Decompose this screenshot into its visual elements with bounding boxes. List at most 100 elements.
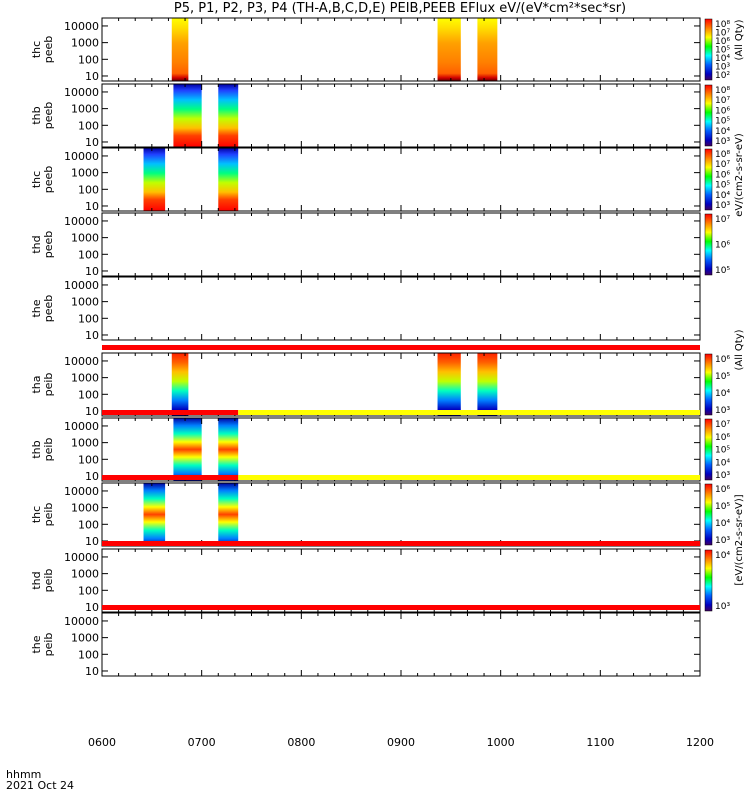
panel-ylabel-1-2: peeb: [42, 36, 55, 64]
y-tick-label-9-4: 10: [85, 601, 99, 614]
y-tick-label-3-4: 10: [85, 200, 99, 213]
x-tick-label-1: 0600: [88, 736, 116, 749]
x-tick-label-6: 1100: [586, 736, 614, 749]
y-tick-label-2-4: 10: [85, 136, 99, 149]
panel-ylabel-10-1: the: [30, 635, 43, 653]
y-tick-label-2-2: 1000: [71, 103, 99, 116]
burst-2-1: [173, 84, 202, 147]
y-tick-label-6-4: 10: [85, 405, 99, 418]
burst-6-2: [437, 353, 461, 416]
colorbar-tick-2-5: 10⁴: [715, 127, 730, 137]
y-tick-label-4-3: 100: [78, 248, 99, 261]
panel-frame-4: [101, 212, 701, 277]
colorbar-tick-3-4: 10⁵: [715, 181, 730, 191]
y-tick-label-3-2: 1000: [71, 167, 99, 180]
colorbar-6: [704, 353, 713, 416]
y-tick-label-3-1: 10000: [64, 150, 99, 163]
flag-bar-7-1: [102, 410, 239, 415]
panel-frame-10: [101, 612, 701, 677]
y-tick-label-5-4: 10: [85, 329, 99, 342]
panel-ylabel-1-1: thc: [30, 41, 43, 58]
y-tick-label-9-2: 1000: [71, 568, 99, 581]
burst-7-2: [218, 418, 239, 481]
y-tick-label-6-1: 10000: [64, 355, 99, 368]
colorbar-tick-4-1: 10⁷: [715, 215, 730, 225]
flag-bar-8-2: [238, 475, 700, 480]
panel-ylabel-4-2: peeb: [42, 231, 55, 259]
y-tick-label-1-3: 100: [78, 53, 99, 66]
colorbar-4: [704, 213, 713, 276]
panel-ylabel-8-2: peib: [42, 503, 55, 527]
colorbar-tick-3-3: 10⁶: [715, 170, 730, 180]
flag-bar-6-1: [102, 345, 700, 350]
panel-ylabel-9-2: peib: [42, 569, 55, 593]
flag-bar-9-1: [102, 541, 700, 546]
y-tick-label-6-2: 1000: [71, 372, 99, 385]
colorbar-tick-2-3: 10⁶: [715, 106, 730, 116]
colorbar-tick-7-4: 10⁴: [715, 458, 730, 468]
colorbar-tick-1-2: 10⁷: [715, 29, 730, 39]
y-tick-label-8-4: 10: [85, 535, 99, 548]
y-tick-label-8-2: 1000: [71, 502, 99, 515]
panel-ylabel-7-2: peib: [42, 438, 55, 462]
burst-3-1: [143, 148, 166, 211]
time-axis-label: hhmm: [6, 768, 42, 781]
panel-frame-5: [101, 276, 701, 341]
y-tick-label-10-3: 100: [78, 648, 99, 661]
y-tick-label-10-1: 10000: [64, 615, 99, 628]
panel-frame-1: [101, 17, 701, 82]
colorbar-8: [704, 483, 713, 546]
colorbar-tick-7-5: 10³: [715, 471, 730, 481]
x-tick-label-3: 0800: [287, 736, 315, 749]
ion-colorbar-units: [eV/(cm2-s-sr-eV)]: [734, 494, 745, 585]
burst-3-2: [218, 148, 239, 211]
panel-frame-6: [101, 352, 701, 417]
burst-1-3: [477, 18, 498, 81]
panel-ylabel-5-2: peeb: [42, 295, 55, 323]
panel-ylabel-5-1: the: [30, 299, 43, 317]
colorbar-9: [704, 549, 713, 612]
colorbar-tick-8-4: 10³: [715, 536, 730, 546]
y-tick-label-7-3: 100: [78, 453, 99, 466]
x-tick-label-7: 1200: [686, 736, 714, 749]
y-tick-label-10-2: 1000: [71, 632, 99, 645]
panel-ylabel-3-2: peeb: [42, 166, 55, 194]
y-tick-label-5-1: 10000: [64, 279, 99, 292]
panel-ylabel-9-1: thd: [30, 571, 43, 589]
colorbar-tick-6-4: 10³: [715, 406, 730, 416]
y-tick-label-3-3: 100: [78, 183, 99, 196]
y-tick-label-1-4: 10: [85, 70, 99, 83]
colorbar-tick-6-3: 10⁴: [715, 389, 730, 399]
colorbar-tick-1-7: 10²: [715, 71, 730, 81]
panel-ylabel-6-1: tha: [30, 375, 43, 393]
y-tick-label-7-2: 1000: [71, 437, 99, 450]
panel-ylabel-2-1: thb: [30, 106, 43, 124]
y-tick-label-6-3: 100: [78, 388, 99, 401]
panel-ylabel-3-1: thc: [30, 171, 43, 188]
y-tick-label-4-4: 10: [85, 265, 99, 278]
y-tick-label-8-3: 100: [78, 518, 99, 531]
colorbar-3: [704, 148, 713, 211]
colorbar-tick-3-5: 10⁴: [715, 191, 730, 201]
colorbar-tick-7-1: 10⁷: [715, 420, 730, 430]
colorbar-tick-7-3: 10⁵: [715, 446, 730, 456]
burst-7-1: [173, 418, 202, 481]
colorbar-tick-2-6: 10³: [715, 137, 730, 147]
colorbar-tick-3-1: 10⁸: [715, 150, 730, 160]
colorbar-tick-1-4: 10⁵: [715, 46, 730, 56]
panel-ylabel-4-1: thd: [30, 235, 43, 253]
panel-ylabel-10-2: peib: [42, 633, 55, 657]
flag-bar-10-1: [102, 605, 700, 610]
colorbar-tick-8-3: 10⁴: [715, 519, 730, 529]
electron-colorbar-qty: (All Qty): [734, 19, 745, 60]
y-tick-label-7-4: 10: [85, 470, 99, 483]
x-tick-label-4: 0900: [387, 736, 415, 749]
burst-1-1: [171, 18, 189, 81]
y-tick-label-9-1: 10000: [64, 551, 99, 564]
colorbar-tick-9-1: 10⁴: [715, 551, 730, 561]
y-tick-label-1-1: 10000: [64, 20, 99, 33]
colorbar-tick-9-2: 10³: [715, 602, 730, 612]
x-tick-label-5: 1000: [487, 736, 515, 749]
y-tick-label-5-2: 1000: [71, 296, 99, 309]
y-tick-label-2-1: 10000: [64, 86, 99, 99]
